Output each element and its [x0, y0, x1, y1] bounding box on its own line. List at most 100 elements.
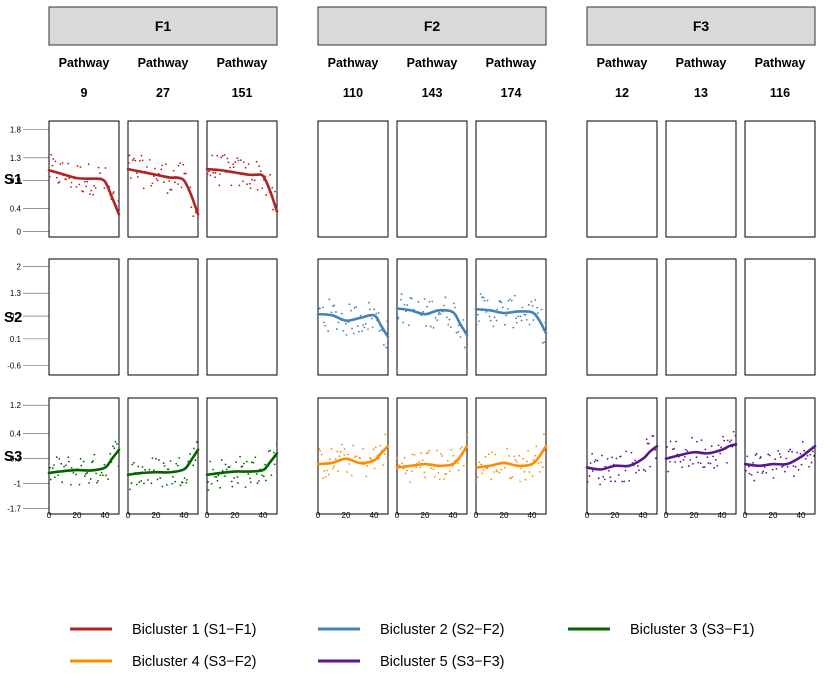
scatter-point — [481, 472, 483, 475]
series-line — [316, 312, 390, 339]
scatter-point — [586, 480, 589, 483]
x-tick-label: 20 — [231, 511, 240, 520]
scatter-point — [543, 433, 545, 436]
x-tick-label: 40 — [639, 511, 648, 520]
scatter-point — [259, 170, 262, 172]
x-tick-label: 20 — [152, 511, 161, 520]
scatter-point — [264, 463, 267, 466]
scatter-point — [540, 308, 543, 311]
scatter-point — [140, 480, 143, 482]
scatter-point — [508, 455, 511, 457]
scatter-point — [371, 326, 374, 329]
scatter-point — [457, 469, 460, 472]
scatter-point — [522, 457, 525, 460]
scatter-point — [51, 467, 54, 469]
scatter-point — [78, 183, 81, 186]
scatter-point — [615, 457, 618, 460]
scatter-point — [92, 460, 94, 463]
scatter-point — [611, 456, 614, 459]
scatter-point — [228, 465, 231, 468]
scatter-point — [443, 478, 445, 480]
scatter-point — [165, 163, 167, 166]
x-tick-label: 0 — [743, 511, 748, 520]
scatter-point — [335, 311, 337, 313]
scatter-point — [152, 469, 155, 472]
scatter-point — [68, 177, 70, 180]
scatter-point — [434, 316, 437, 319]
scatter-point — [779, 456, 782, 459]
scatter-point — [652, 435, 655, 437]
series-line — [126, 448, 200, 477]
scatter-point — [430, 467, 432, 470]
scatter-point — [704, 448, 707, 451]
scatter-point — [172, 169, 175, 172]
scatter-point — [364, 322, 367, 325]
scatter-point — [269, 173, 271, 176]
scatter-point — [812, 455, 815, 457]
scatter-point — [252, 461, 255, 464]
scatter-point — [789, 448, 792, 451]
scatter-point — [669, 440, 672, 443]
scatter-point — [244, 486, 247, 489]
scatter-point — [337, 470, 339, 473]
scatter-point — [182, 163, 185, 166]
scatter-point — [180, 186, 183, 189]
scatter-point — [645, 438, 648, 441]
scatter-point — [777, 449, 780, 452]
scatter-point — [501, 306, 504, 309]
scatter-point — [648, 442, 650, 445]
scatter-point — [525, 318, 528, 321]
scatter-point — [432, 468, 435, 471]
scatter-point — [707, 462, 710, 465]
scatter-point — [679, 460, 682, 463]
scatter-point — [419, 466, 422, 469]
scatter-point — [151, 457, 154, 460]
scatter-point — [687, 465, 690, 467]
scatter-point — [373, 308, 376, 311]
scatter-point — [104, 167, 107, 169]
scatter-point — [254, 456, 257, 459]
pathway-label-number: 12 — [615, 86, 629, 100]
series-line — [743, 444, 817, 468]
scatter-point — [60, 462, 63, 465]
scatter-point — [244, 166, 247, 169]
scatter-point — [184, 172, 187, 175]
scatter-point — [386, 455, 389, 458]
scatter-point — [425, 325, 427, 327]
scatter-point — [494, 453, 497, 456]
scatter-point — [224, 463, 227, 466]
scatter-point — [623, 480, 626, 483]
scatter-point — [397, 316, 400, 319]
scatter-point — [593, 460, 596, 463]
scatter-point — [327, 330, 330, 332]
scatter-point — [328, 298, 331, 301]
scatter-point — [408, 481, 411, 484]
pathway-label-line1: Pathway — [755, 56, 806, 70]
panel-S3-F1-2 — [206, 397, 278, 515]
scatter-point — [97, 166, 100, 169]
x-tick-label: 40 — [718, 511, 727, 520]
scatter-point — [211, 154, 214, 157]
pathway-label-number: 27 — [156, 86, 170, 100]
scatter-point — [426, 305, 428, 308]
scatter-point — [427, 451, 430, 454]
scatter-point — [185, 479, 188, 481]
panel-S2-F3-1 — [665, 258, 737, 376]
scatter-point — [781, 466, 783, 468]
scatter-point — [624, 469, 627, 472]
scatter-point — [355, 455, 358, 458]
scatter-point — [239, 159, 242, 162]
y-tick-label: -0.3 — [7, 455, 21, 464]
scatter-point — [352, 332, 355, 335]
scatter-point — [524, 478, 527, 481]
scatter-point — [528, 471, 531, 473]
scatter-point — [674, 461, 677, 463]
scatter-point — [519, 480, 521, 483]
scatter-point — [423, 298, 426, 300]
scatter-point — [58, 457, 61, 460]
scatter-point — [327, 473, 330, 476]
y-tick-label: 0.1 — [10, 335, 22, 344]
scatter-point — [783, 470, 786, 473]
scatter-point — [519, 315, 522, 318]
panel-S2-F2-2 — [475, 258, 547, 376]
